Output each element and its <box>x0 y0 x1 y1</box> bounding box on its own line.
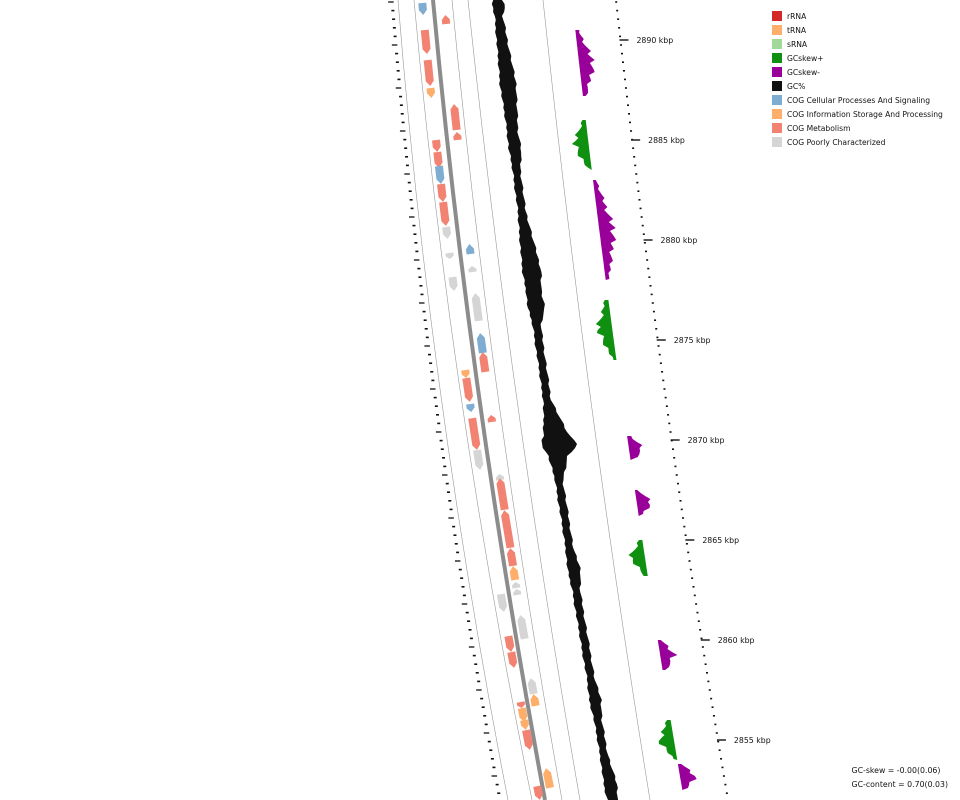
gene-arrow <box>516 614 528 639</box>
gc-skew-negative <box>593 180 616 280</box>
gene-arrow <box>520 719 530 730</box>
srna-swatch <box>772 39 782 49</box>
cog-information-swatch <box>772 109 782 119</box>
legend-item-trna: tRNA <box>772 23 943 37</box>
legend-item-cog-cellular: COG Cellular Processes And Signaling <box>772 93 943 107</box>
gene-arrow <box>466 403 475 412</box>
gene-arrow <box>479 352 490 373</box>
gene-arrow <box>517 701 526 708</box>
gcskew-plus-swatch <box>772 53 782 63</box>
kbp-label: 2890 kbp <box>636 36 673 45</box>
gc-skew-negative <box>627 436 642 460</box>
gc-skew-negative <box>635 490 650 516</box>
legend-item-gcskew-plus: GCskew+ <box>772 51 943 65</box>
kbp-label: 2865 kbp <box>702 536 739 545</box>
gene-arrow <box>468 266 477 273</box>
cog-metabolism-swatch <box>772 123 782 133</box>
gc-skew-stat: GC-skew = -0.00(0.06) <box>852 764 948 778</box>
kbp-label: 2885 kbp <box>648 136 685 145</box>
gene-arrow <box>471 293 483 322</box>
gene-arrow <box>473 450 484 471</box>
gene-arrow <box>476 333 487 354</box>
gc-content-stat: GC-content = 0.70(0.03) <box>852 778 948 792</box>
gene-arrow <box>462 378 473 403</box>
legend-label: COG Metabolism <box>787 124 850 133</box>
gene-arrow <box>445 253 454 260</box>
trna-swatch <box>772 25 782 35</box>
gc-statistics: GC-skew = -0.00(0.06) GC-content = 0.70(… <box>852 764 948 792</box>
gc-skew-positive <box>659 720 678 760</box>
gene-arrow <box>439 202 450 227</box>
legend: rRNA tRNA sRNA GCskew+ GCskew- GC% COG C… <box>772 9 943 149</box>
gene-arrow <box>461 369 470 378</box>
legend-label: tRNA <box>787 26 806 35</box>
gene-arrow <box>418 3 427 16</box>
cog-poorly-swatch <box>772 137 782 147</box>
legend-item-rrna: rRNA <box>772 9 943 23</box>
gene-arrow <box>509 565 519 580</box>
gc-skew-negative <box>658 640 678 670</box>
gene-arrow <box>450 104 461 131</box>
gene-arrow <box>426 88 435 99</box>
gene-arrow <box>421 30 431 55</box>
gene-features <box>418 3 554 800</box>
gene-arrow <box>487 414 496 422</box>
gene-arrow <box>513 588 522 595</box>
kbp-label: 2880 kbp <box>661 236 698 245</box>
legend-label: COG Information Storage And Processing <box>787 110 943 119</box>
cog-cellular-swatch <box>772 95 782 105</box>
gc-content-band <box>492 0 618 800</box>
legend-item-gcskew-minus: GCskew- <box>772 65 943 79</box>
gene-arrow <box>468 418 481 451</box>
track-guides <box>398 0 650 800</box>
gc-content-track <box>492 0 618 800</box>
gene-arrow <box>448 277 458 292</box>
kbp-label: 2875 kbp <box>674 336 711 345</box>
gene-arrow <box>424 60 435 87</box>
gene-arrow <box>527 677 538 694</box>
legend-label: COG Cellular Processes And Signaling <box>787 96 930 105</box>
gene-arrow <box>511 581 520 588</box>
gene-arrow <box>453 132 462 141</box>
gene-arrow <box>497 593 508 612</box>
gene-arrow <box>496 478 509 511</box>
legend-label: sRNA <box>787 40 807 49</box>
gc-skew-positive <box>596 300 617 360</box>
legend-label: GCskew- <box>787 68 820 77</box>
gc-skew-negative <box>678 764 697 790</box>
gene-arrow <box>435 166 445 185</box>
kbp-label: 2870 kbp <box>688 436 725 445</box>
legend-label: COG Poorly Characterized <box>787 138 885 147</box>
kbp-label: 2855 kbp <box>734 736 771 745</box>
legend-item-cog-poorly: COG Poorly Characterized <box>772 135 943 149</box>
gene-arrow <box>506 547 517 566</box>
gc-skew-negative <box>575 30 594 96</box>
legend-item-cog-metabolism: COG Metabolism <box>772 121 943 135</box>
legend-item-gc-content: GC% <box>772 79 943 93</box>
gene-arrow <box>507 651 518 668</box>
gc-swatch <box>772 81 782 91</box>
gc-skew-positive <box>629 540 648 576</box>
legend-label: rRNA <box>787 12 806 21</box>
gene-arrow <box>465 244 474 255</box>
legend-label: GCskew+ <box>787 54 824 63</box>
rrna-swatch <box>772 11 782 21</box>
gene-arrow <box>504 635 515 652</box>
gene-arrow <box>530 693 540 706</box>
legend-label: GC% <box>787 82 805 91</box>
legend-item-cog-information: COG Information Storage And Processing <box>772 107 943 121</box>
backbone-line <box>433 0 545 800</box>
gene-arrow <box>437 184 447 203</box>
gc-outer-line <box>543 0 650 800</box>
gene-arrow <box>442 227 451 240</box>
kbp-label: 2860 kbp <box>718 636 755 645</box>
gc-skew-positive <box>572 120 592 170</box>
gcskew-minus-swatch <box>772 67 782 77</box>
gene-arrow <box>432 140 441 153</box>
legend-item-srna: sRNA <box>772 37 943 51</box>
gene-arrow <box>441 15 450 25</box>
